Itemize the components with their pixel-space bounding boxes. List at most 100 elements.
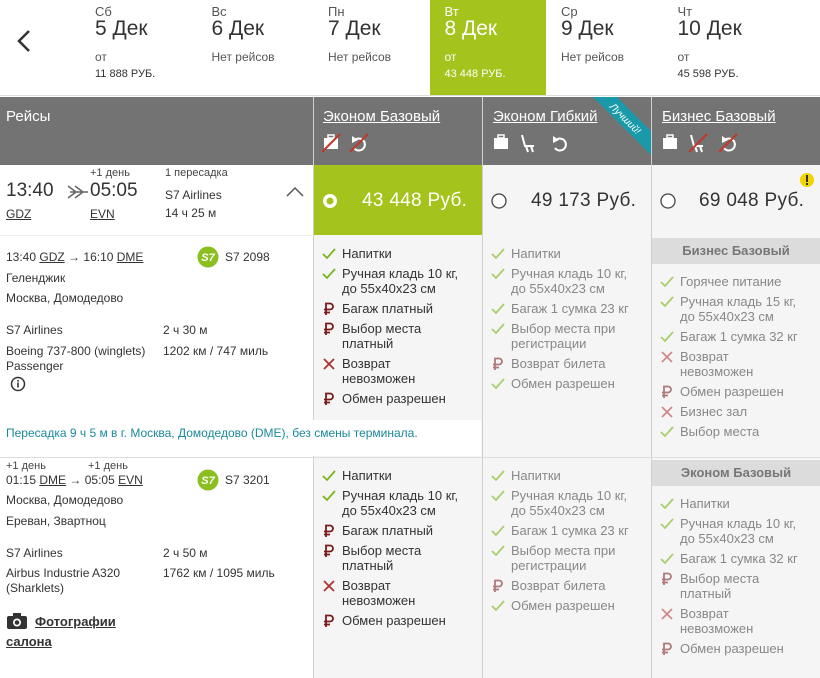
check-icon — [322, 470, 336, 482]
from: от — [95, 50, 107, 64]
feature: Выбор места платный — [314, 543, 462, 573]
feature-list: Напитки Ручная кладь 10 кг, до 55х40х23 с… — [483, 468, 633, 618]
check-icon — [660, 498, 674, 510]
fare-price: 43 448 Руб. — [362, 190, 468, 211]
no-icon — [661, 351, 673, 363]
feature-text: Ручная кладь 10 кг, до 55х40х23 см — [511, 266, 628, 296]
feature-text: Багаж платный — [342, 523, 434, 538]
feature-list: Напитки Ручная кладь 10 кг, до 55х40х23 с… — [314, 468, 464, 633]
feature-text: Возврат билета — [511, 356, 606, 371]
fare-name[interactable]: Эконом Базовый — [323, 108, 441, 125]
check-icon — [660, 331, 674, 343]
time: 13:40 — [6, 250, 37, 264]
paid-icon — [324, 544, 334, 557]
distance: 1762 км / 1095 миль — [163, 566, 275, 580]
feature-text: Выбор места при регистрации — [511, 543, 616, 573]
feature: Напитки — [652, 496, 800, 511]
check-icon — [322, 490, 336, 502]
from: Нет рейсов — [561, 50, 625, 64]
feature-text: Выбор места при регистрации — [511, 321, 616, 351]
check-icon — [491, 470, 505, 482]
radio[interactable] — [659, 192, 677, 210]
check-icon — [491, 545, 505, 557]
paid-icon — [324, 302, 334, 315]
date-tab[interactable]: Вт 8 Дек от 43 448 РУБ. — [429, 0, 546, 95]
logo-text: S7 — [201, 252, 215, 264]
feature: Обмен разрешен — [483, 598, 631, 613]
fare-price: 69 048 Руб. — [699, 190, 805, 211]
divider — [482, 97, 483, 678]
weekday: Вс — [211, 4, 227, 19]
next-day: +1 день — [88, 460, 128, 472]
feature-text: Возврат невозможен — [680, 349, 754, 379]
feature: Багаж 1 сумка 32 кг — [652, 329, 800, 344]
info-icon[interactable] — [10, 376, 26, 392]
paid-icon — [662, 642, 672, 655]
date-tab[interactable]: Ср 9 Дек Нет рейсов — [546, 0, 662, 95]
paid-icon — [324, 614, 334, 627]
distance: 1202 км / 747 миль — [163, 344, 269, 358]
fare-column — [483, 165, 651, 678]
dep-code[interactable]: GDZ — [6, 207, 32, 221]
radio[interactable] — [490, 192, 508, 210]
date-tab[interactable]: Сб 5 Дек от 11 888 РУБ. — [80, 0, 196, 95]
feature: Ручная кладь 10 кг, до 55х40х23 см — [652, 516, 800, 546]
feature-text: Выбор места — [680, 424, 760, 439]
camera-icon — [7, 613, 27, 629]
fare-icons — [494, 134, 567, 153]
fare-label: Бизнес Базовый — [652, 238, 820, 264]
code[interactable]: DME — [39, 473, 67, 487]
code[interactable]: GDZ — [39, 250, 65, 264]
aircraft: Airbus Industrie A320 (Sharklets) — [6, 566, 121, 595]
fare-name[interactable]: Бизнес Базовый — [662, 108, 776, 125]
photos-link[interactable]: Фотографии салона — [6, 614, 116, 649]
feature: Выбор места платный — [652, 571, 800, 601]
feature: Выбор места при регистрации — [483, 321, 631, 351]
radio-selected[interactable] — [321, 192, 339, 210]
duration: 2 ч 50 м — [163, 546, 208, 560]
weekday: Пн — [328, 4, 345, 19]
date: 8 Дек — [444, 17, 498, 40]
transfer-note: Пересадка 9 ч 5 м в г. Москва, Домодедов… — [6, 426, 418, 440]
fare-icons — [321, 133, 369, 153]
divider — [313, 97, 314, 678]
check-icon — [322, 248, 336, 260]
check-icon — [660, 553, 674, 565]
paid-icon — [493, 579, 503, 592]
from: от — [444, 50, 457, 64]
feature-text: Горячее питание — [680, 274, 782, 289]
feature: Возврат невозможен — [314, 578, 462, 608]
date-bar — [0, 0, 820, 96]
feature: Обмен разрешен — [652, 384, 800, 399]
collapse-caret[interactable] — [285, 186, 305, 198]
warning-icon[interactable] — [799, 172, 815, 188]
feature: Багаж 1 сумка 32 кг — [652, 551, 800, 566]
feature: Напитки — [314, 246, 462, 261]
segment-route: 13:40 GDZ → 16:10 DME — [6, 250, 144, 264]
weekday: Чт — [677, 4, 693, 19]
feature: Выбор места при регистрации — [483, 543, 631, 573]
airline-logo: S7 — [197, 469, 219, 491]
airline-logo: S7 — [197, 246, 219, 268]
check-icon — [491, 323, 505, 335]
date-tab[interactable]: Чт 10 Дек от 45 598 РУБ. — [663, 0, 779, 95]
feature-text: Багаж 1 сумка 32 кг — [680, 551, 798, 566]
no-icon — [661, 608, 673, 620]
code[interactable]: DME — [116, 250, 144, 264]
fare-name[interactable]: Эконом Гибкий — [493, 108, 598, 125]
date-tab[interactable]: Пн 7 Дек Нет рейсов — [313, 0, 429, 95]
city: Москва, Домодедово — [6, 493, 124, 507]
feature: Выбор места — [652, 424, 800, 439]
prev-arrow[interactable] — [14, 28, 36, 54]
feature-text: Обмен разрешен — [680, 641, 784, 656]
arr-code[interactable]: EVN — [90, 207, 115, 221]
feature: Ручная кладь 10 кг, до 55х40х23 см — [483, 266, 631, 296]
date-tab[interactable]: Вс 6 Дек Нет рейсов — [197, 0, 313, 95]
feature-text: Обмен разрешен — [342, 391, 446, 406]
selected-price-cell — [314, 165, 482, 235]
check-icon — [660, 276, 674, 288]
min-price: 45 598 РУБ. — [677, 68, 739, 80]
feature: Ручная кладь 15 кг, до 55х40х23 см — [652, 294, 800, 324]
feature-text: Возврат билета — [511, 578, 606, 593]
code[interactable]: EVN — [118, 473, 143, 487]
